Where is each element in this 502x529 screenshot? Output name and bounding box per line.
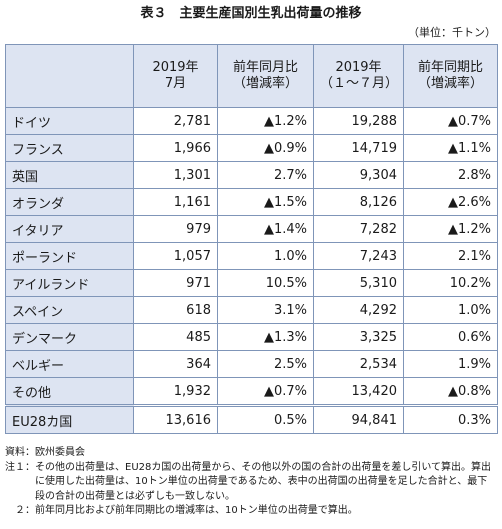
row: その他 1,932 ▲0.7% 13,420 ▲0.8%	[5, 377, 498, 406]
cell: ▲0.7%	[403, 107, 498, 135]
notes: 資料：欧州委員会 注１： その他の出荷量は、EU28カ国の出荷量から、その他以外の…	[5, 446, 497, 519]
row-label: フランス	[5, 134, 134, 162]
note-label: 注１：	[5, 461, 35, 473]
header-line: 2019年	[152, 60, 199, 75]
source: 資料：欧州委員会	[5, 447, 85, 458]
cell: 1,932	[133, 377, 218, 406]
row: スペイン 618 3.1% 4,292 1.0%	[5, 296, 498, 324]
row-label: スペイン	[5, 296, 134, 324]
table: 2019年 7月 前年同月比 （増減率） 2019年 （１～７月） 前年同期比 （増減率） ド…	[5, 44, 498, 434]
cell: 0.3%	[403, 404, 498, 434]
row: アイルランド 971 10.5% 5,310 10.2%	[5, 269, 498, 297]
cell: 1,057	[133, 242, 218, 270]
header-cell: 前年同月比 （増減率）	[217, 44, 314, 108]
row-label: ポーランド	[5, 242, 134, 270]
cell: 1.9%	[403, 350, 498, 378]
cell: 485	[133, 323, 218, 351]
cell: 7,243	[313, 242, 404, 270]
header-cell	[5, 44, 134, 108]
unit: （単位：千トン）	[408, 26, 496, 39]
cell: 0.6%	[403, 323, 498, 351]
cell: ▲1.1%	[403, 134, 498, 162]
header-line: 7月	[164, 76, 187, 91]
cell: ▲0.7%	[217, 377, 314, 406]
cell: ▲1.5%	[217, 188, 314, 216]
cell: 2.8%	[403, 161, 498, 189]
row-label: その他	[5, 377, 134, 406]
cell: ▲2.6%	[403, 188, 498, 216]
header-line: （増減率）	[417, 76, 483, 91]
cell: 9,304	[313, 161, 404, 189]
cell: 94,841	[313, 404, 404, 434]
cell: ▲0.8%	[403, 377, 498, 406]
row-label: デンマーク	[5, 323, 134, 351]
header-line: 前年同期比	[417, 60, 483, 75]
row: ポーランド 1,057 1.0% 7,243 2.1%	[5, 242, 498, 270]
cell: 1.0%	[217, 242, 314, 270]
cell: 364	[133, 350, 218, 378]
cell: 13,616	[133, 404, 218, 434]
row-label: オランダ	[5, 188, 134, 216]
cell: ▲1.3%	[217, 323, 314, 351]
cell: 2.1%	[403, 242, 498, 270]
row-label: イタリア	[5, 215, 134, 243]
row-label: 英国	[5, 161, 134, 189]
header-cell: 2019年 7月	[133, 44, 218, 108]
row: EU28カ国 13,616 0.5% 94,841 0.3%	[5, 404, 498, 434]
note: 注１： その他の出荷量は、EU28カ国の出荷量から、その他以外の国の合計の出荷量を…	[5, 461, 497, 505]
row-label: ドイツ	[5, 107, 134, 135]
row-label: ベルギー	[5, 350, 134, 378]
cell: 979	[133, 215, 218, 243]
row: ドイツ 2,781 ▲1.2% 19,288 ▲0.7%	[5, 107, 498, 135]
note-label: ２：	[5, 505, 35, 516]
cell: 10.2%	[403, 269, 498, 297]
cell: 1,161	[133, 188, 218, 216]
cell: 10.5%	[217, 269, 314, 297]
row-label: アイルランド	[5, 269, 134, 297]
header-line: （１～７月）	[320, 76, 399, 91]
row: オランダ 1,161 ▲1.5% 8,126 ▲2.6%	[5, 188, 498, 216]
cell: 2.5%	[217, 350, 314, 378]
cell: 13,420	[313, 377, 404, 406]
row-label: EU28カ国	[5, 404, 134, 434]
cell: ▲0.9%	[217, 134, 314, 162]
cell: 3,325	[313, 323, 404, 351]
cell: 2,781	[133, 107, 218, 135]
cell: 1,301	[133, 161, 218, 189]
cell: 8,126	[313, 188, 404, 216]
note-text: その他の出荷量は、EU28カ国の出荷量から、その他以外の国の合計の出荷量を差し引…	[35, 461, 492, 502]
cell: ▲1.2%	[217, 107, 314, 135]
cell: 7,282	[313, 215, 404, 243]
header-row: 2019年 7月 前年同月比 （増減率） 2019年 （１～７月） 前年同期比 （増減率）	[5, 44, 498, 108]
cell: 2,534	[313, 350, 404, 378]
header-cell: 前年同期比 （増減率）	[403, 44, 498, 108]
cell: 19,288	[313, 107, 404, 135]
cell: ▲1.4%	[217, 215, 314, 243]
cell: 971	[133, 269, 218, 297]
row: イタリア 979 ▲1.4% 7,282 ▲1.2%	[5, 215, 498, 243]
row: フランス 1,966 ▲0.9% 14,719 ▲1.1%	[5, 134, 498, 162]
header-line: 前年同月比	[232, 60, 298, 75]
cell: 4,292	[313, 296, 404, 324]
cell: 1.0%	[403, 296, 498, 324]
row: ベルギー 364 2.5% 2,534 1.9%	[5, 350, 498, 378]
cell: 1,966	[133, 134, 218, 162]
note-text: 前年同月比および前年同期比の増減率は、10トン単位の出荷量で算出。	[35, 505, 358, 516]
cell: 0.5%	[217, 404, 314, 434]
header-line: 2019年	[335, 60, 382, 75]
cell: 2.7%	[217, 161, 314, 189]
cell: 618	[133, 296, 218, 324]
cell: ▲1.2%	[403, 215, 498, 243]
row: 英国 1,301 2.7% 9,304 2.8%	[5, 161, 498, 189]
row: デンマーク 485 ▲1.3% 3,325 0.6%	[5, 323, 498, 351]
cell: 14,719	[313, 134, 404, 162]
title: 表３ 主要生産国別生乳出荷量の推移	[140, 6, 362, 21]
header-cell: 2019年 （１～７月）	[313, 44, 404, 108]
header-line: （増減率）	[232, 76, 298, 91]
cell: 5,310	[313, 269, 404, 297]
cell: 3.1%	[217, 296, 314, 324]
note: ２： 前年同月比および前年同期比の増減率は、10トン単位の出荷量で算出。	[5, 504, 497, 519]
